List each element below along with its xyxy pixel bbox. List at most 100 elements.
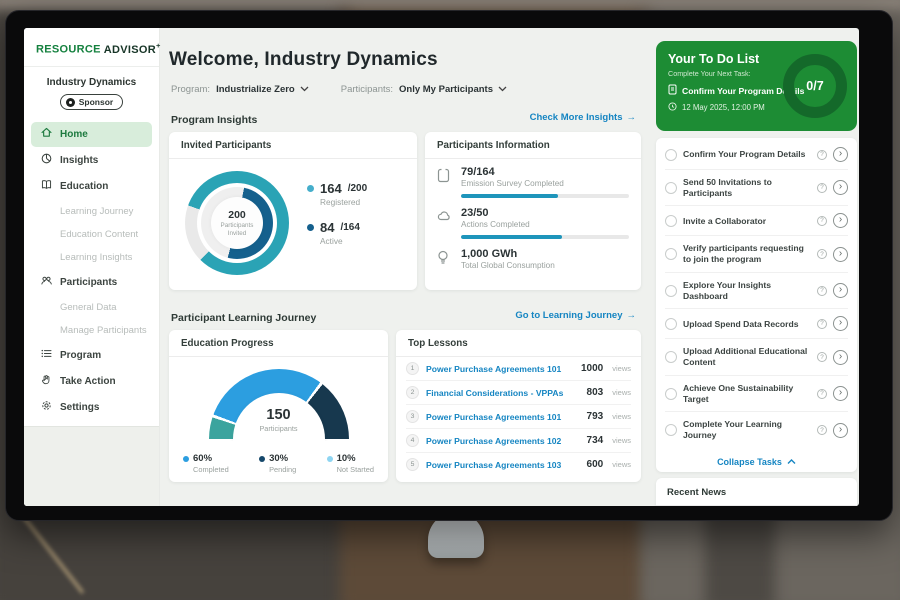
- sidebar-item-label: Program: [60, 349, 102, 361]
- logo-resource: RESOURCE: [36, 43, 101, 56]
- task-checkbox[interactable]: [665, 317, 677, 330]
- app-logo[interactable]: RESOURCE ADVISOR+: [24, 28, 160, 67]
- todo-task-list: Confirm Your Program Details ? › Send 50…: [656, 138, 857, 472]
- sidebar-item-general-data[interactable]: General Data: [60, 301, 117, 313]
- sidebar-item-label: Home: [60, 128, 88, 140]
- task-label: Verify participants requesting to join t…: [683, 243, 804, 265]
- lesson-row: 1 Power Purchase Agreements 101 1000 vie…: [406, 357, 631, 381]
- todo-due-date: 12 May 2025, 12:00 PM: [682, 103, 765, 112]
- task-go-button[interactable]: ›: [833, 246, 848, 262]
- sidebar-item-label: Settings: [60, 401, 100, 413]
- legend-value: 164: [320, 181, 342, 196]
- sidebar-item-participants[interactable]: Participants: [31, 270, 152, 295]
- info-icon: ?: [817, 318, 827, 329]
- participants-filter-select[interactable]: Only My Participants: [399, 84, 507, 95]
- lesson-link[interactable]: Power Purchase Agreements 102: [426, 435, 562, 446]
- participants-filter-value: Only My Participants: [399, 84, 493, 95]
- sidebar-item-settings[interactable]: Settings: [31, 395, 152, 420]
- sidebar-item-label: Education: [60, 180, 109, 192]
- legend-label: Completed: [193, 465, 229, 474]
- task-go-button[interactable]: ›: [833, 213, 848, 229]
- task-label: Achieve One Sustainability Target: [683, 382, 794, 404]
- card-title: Top Lessons: [396, 330, 641, 357]
- recent-news-title: Recent News: [656, 478, 857, 506]
- insights-icon: [40, 152, 53, 168]
- sponsor-icon: [65, 97, 75, 107]
- info-value: 79/164: [461, 166, 495, 178]
- task-checkbox[interactable]: [665, 424, 677, 437]
- task-go-button[interactable]: ›: [833, 180, 848, 196]
- chevron-down-icon: [498, 84, 507, 95]
- task-row: Confirm Your Program Details ? ›: [665, 140, 848, 170]
- collapse-tasks-link[interactable]: Collapse Tasks: [656, 448, 857, 476]
- task-checkbox[interactable]: [665, 148, 677, 161]
- task-go-button[interactable]: ›: [833, 283, 848, 299]
- sidebar-item-education-content[interactable]: Education Content: [60, 228, 139, 240]
- sidebar-item-learning-insights[interactable]: Learning Insights: [60, 251, 133, 263]
- legend-label: Active: [320, 236, 343, 246]
- task-checkbox[interactable]: [665, 387, 677, 400]
- lesson-views-suffix: views: [612, 364, 631, 373]
- link-label: Go to Learning Journey: [515, 310, 623, 321]
- lesson-link[interactable]: Power Purchase Agreements 103: [426, 459, 562, 470]
- actions-progress-bar: [461, 235, 629, 239]
- lesson-views: 803: [586, 387, 604, 398]
- sidebar-item-label: Insights: [60, 154, 99, 166]
- task-go-button[interactable]: ›: [833, 147, 848, 162]
- check-more-insights-link[interactable]: Check More Insights →: [530, 112, 636, 123]
- todo-progress-badge: 0/7: [783, 54, 847, 118]
- task-checkbox[interactable]: [665, 214, 677, 227]
- task-label: Complete Your Learning Journey: [683, 419, 782, 441]
- task-row: Upload Spend Data Records ? ›: [665, 309, 848, 340]
- card-title: Invited Participants: [169, 132, 417, 159]
- monitor-bezel: RESOURCE ADVISOR+ Industry Dynamics Spons…: [5, 10, 893, 521]
- sidebar-footer: [24, 426, 159, 506]
- legend-total: /164: [340, 222, 360, 233]
- sidebar-item-manage-participants[interactable]: Manage Participants: [60, 324, 147, 336]
- task-go-button[interactable]: ›: [833, 316, 848, 332]
- task-go-button[interactable]: ›: [833, 386, 848, 402]
- program-filter-select[interactable]: Industrialize Zero: [216, 84, 309, 95]
- program-filter-value: Industrialize Zero: [216, 84, 295, 95]
- lesson-link[interactable]: Power Purchase Agreements 101: [426, 411, 562, 422]
- gauge-legend: 60% Completed 30% Pending 10% Not Starte…: [169, 441, 388, 474]
- people-icon: [40, 274, 53, 290]
- clipboard-icon: [668, 84, 677, 97]
- legend-label: Registered: [320, 197, 361, 207]
- task-checkbox[interactable]: [665, 248, 677, 261]
- sidebar-item-learning-journey[interactable]: Learning Journey: [60, 205, 134, 217]
- lesson-rank: 2: [406, 386, 419, 399]
- sidebar-item-education[interactable]: Education: [31, 174, 152, 199]
- lesson-row: 2 Financial Considerations - VPPAs 803 v…: [406, 381, 631, 405]
- invited-participants-card: Invited Participants 200 Participants Inv…: [169, 132, 417, 290]
- task-label: Invite a Collaborator: [683, 215, 767, 226]
- info-label: Total Global Consumption: [461, 261, 555, 270]
- participants-filter-label: Participants:: [340, 84, 394, 95]
- info-icon: ?: [817, 285, 827, 296]
- lesson-link[interactable]: Power Purchase Agreements 101: [426, 363, 562, 374]
- sidebar-item-take-action[interactable]: Take Action: [31, 369, 152, 394]
- goto-learning-journey-link[interactable]: Go to Learning Journey →: [515, 310, 636, 321]
- task-checkbox[interactable]: [665, 181, 677, 194]
- sidebar-item-insights[interactable]: Insights: [31, 148, 152, 173]
- lesson-views-suffix: views: [612, 412, 631, 421]
- sidebar-item-program[interactable]: Program: [31, 343, 152, 368]
- info-row-survey: 79/164 Emission Survey Completed: [425, 159, 641, 200]
- progress-fill: [461, 194, 559, 198]
- sponsor-badge[interactable]: Sponsor: [59, 94, 124, 111]
- lesson-link[interactable]: Financial Considerations - VPPAs: [426, 387, 564, 398]
- sidebar-item-home[interactable]: Home: [31, 121, 152, 147]
- task-label: Send 50 Invitations to Participants: [683, 177, 772, 198]
- legend-item-registered: 164 /200 Registered: [307, 181, 367, 207]
- lesson-row: 5 Power Purchase Agreements 103 600 view…: [406, 453, 631, 476]
- legend-value: 84: [320, 220, 335, 235]
- lesson-rank: 4: [406, 434, 419, 447]
- task-checkbox[interactable]: [665, 284, 677, 297]
- link-label: Check More Insights: [529, 112, 623, 123]
- dashboard-screen: RESOURCE ADVISOR+ Industry Dynamics Spons…: [24, 28, 859, 506]
- task-go-button[interactable]: ›: [833, 349, 848, 365]
- task-checkbox[interactable]: [665, 351, 677, 364]
- lesson-rank: 1: [406, 362, 419, 375]
- task-go-button[interactable]: ›: [833, 422, 848, 438]
- lesson-views-suffix: views: [612, 388, 631, 397]
